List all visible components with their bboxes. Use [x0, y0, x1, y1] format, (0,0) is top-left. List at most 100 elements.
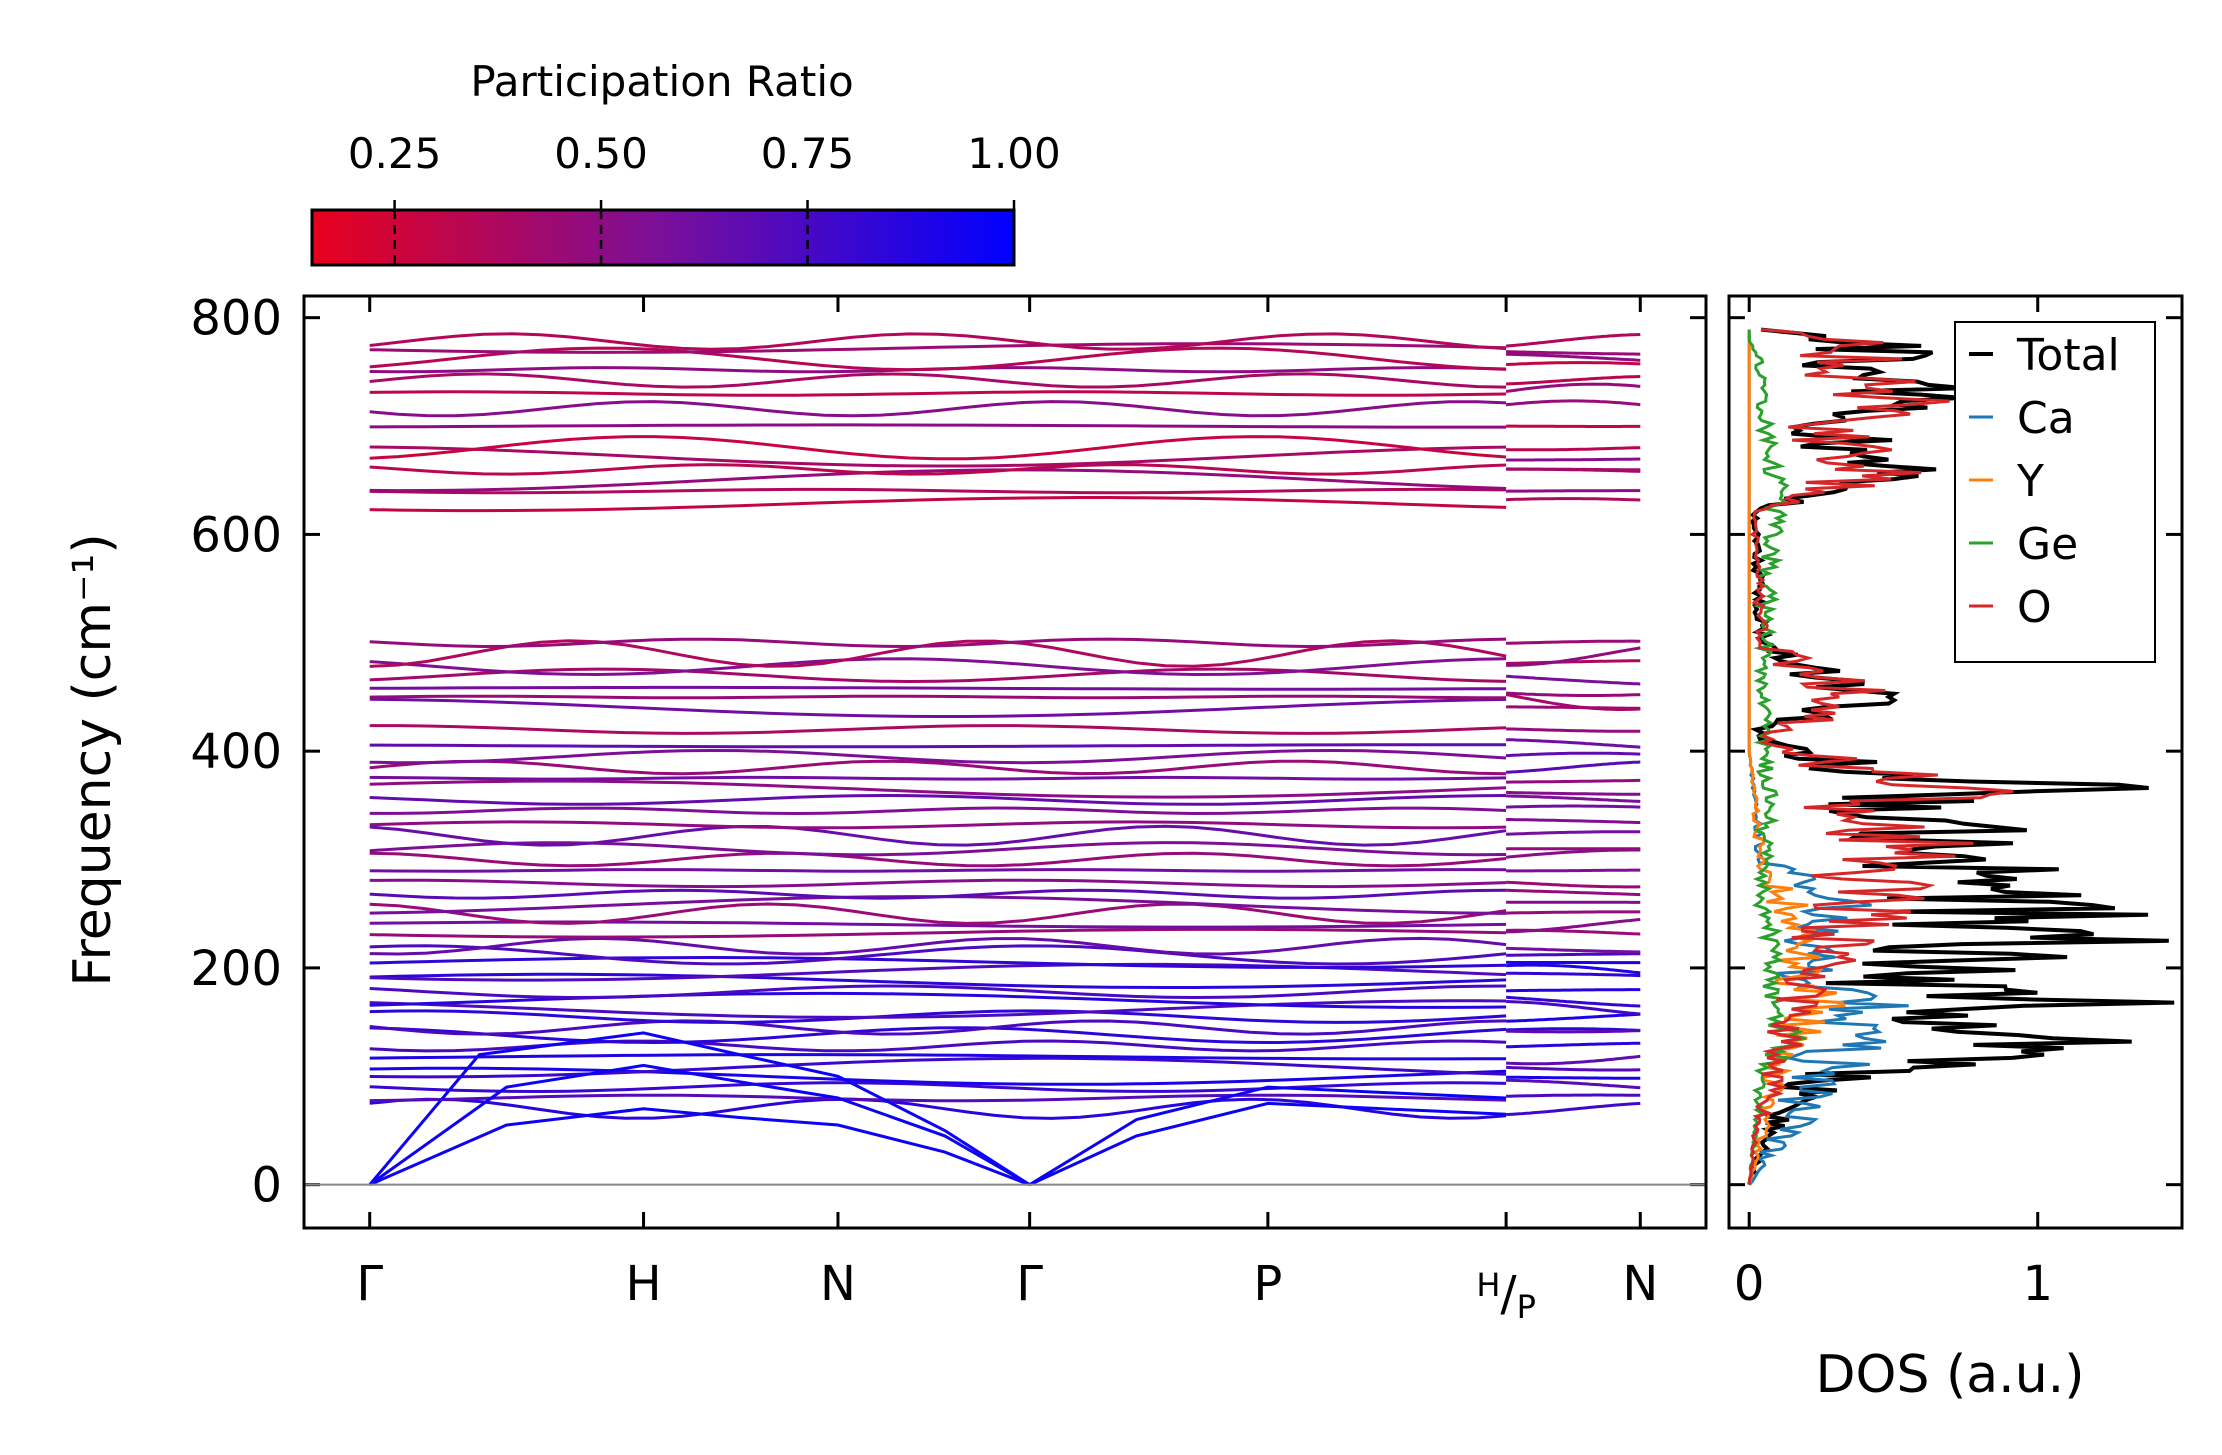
- colorbar-tick-label: 1.00: [967, 129, 1061, 178]
- phonon-band: [369, 487, 1507, 495]
- phonon-band: [369, 468, 1507, 493]
- legend-label-o: O: [2017, 582, 2052, 633]
- phonon-band: [1506, 818, 1641, 824]
- band-structure-panel: 0 200 400 600 800 Γ H N Γ P H/P N Frequency (cm⁻¹): [63, 291, 1708, 1326]
- phonon-band: [1506, 952, 1641, 957]
- phonon-band: [369, 697, 1507, 718]
- colorbar-tick-label: 0.50: [554, 129, 648, 178]
- dos-x-tick-label: 1: [2022, 1256, 2053, 1312]
- phonon-band: [369, 639, 1507, 668]
- legend-label-ge: Ge: [2017, 519, 2078, 570]
- k-label: N: [1622, 1256, 1658, 1312]
- phonon-band: [1505, 693, 1641, 711]
- phonon-band: [1506, 778, 1641, 784]
- phonon-band: [1506, 646, 1641, 667]
- y-tick-label: 800: [190, 291, 282, 347]
- acoustic-branch: [1028, 1085, 1507, 1186]
- phonon-band: [1506, 830, 1641, 836]
- phonon-band: [369, 1066, 1507, 1086]
- phonon-band: [369, 332, 1507, 351]
- phonon-band: [1506, 1054, 1641, 1066]
- phonon-band: [369, 878, 1507, 889]
- phonon-band: [1506, 1078, 1641, 1090]
- phonon-band: [369, 793, 1507, 806]
- phonon-band: [1506, 1075, 1641, 1080]
- y-tick-label: 600: [190, 507, 282, 563]
- phonon-band: [1506, 659, 1641, 665]
- phonon-band: [1506, 1093, 1641, 1098]
- phonon-band: [369, 759, 1507, 776]
- phonon-band: [1506, 918, 1641, 934]
- phonon-band: [369, 496, 1507, 513]
- phonon-band: [369, 868, 1507, 873]
- phonon-band: [369, 372, 1507, 389]
- phonon-band: [1506, 946, 1641, 954]
- dos-lines: [1747, 327, 2175, 1186]
- y-tick-label: 200: [190, 941, 282, 997]
- phonon-band: [369, 435, 1507, 461]
- y-tick-label: 400: [190, 724, 282, 780]
- acoustic-branch: [368, 1031, 1031, 1186]
- phonon-band: [1505, 848, 1641, 859]
- phonon-band: [1506, 1000, 1641, 1016]
- colorbar-tick-label: 0.25: [348, 129, 442, 178]
- colorbar-title: Participation Ratio: [470, 57, 853, 106]
- phonon-band: [369, 888, 1507, 900]
- phonon-band: [369, 927, 1507, 939]
- phonon-band: [369, 743, 1507, 749]
- phonon-band: [1506, 1012, 1641, 1023]
- band-frame: [302, 294, 1708, 1230]
- phonon-band: [1506, 467, 1641, 472]
- phonon-band: [369, 1053, 1507, 1061]
- phonon-band: [1506, 489, 1641, 493]
- phonon-band: [369, 1097, 1507, 1120]
- dos-frame: [1727, 294, 2184, 1230]
- phonon-band: [1506, 971, 1641, 978]
- phonon-band: [1506, 497, 1641, 502]
- phonon-band: [369, 748, 1507, 765]
- phonon-band: [1506, 988, 1641, 993]
- k-label: P: [1253, 1256, 1282, 1312]
- phonon-band: [1506, 888, 1641, 897]
- phonon-band: [1506, 691, 1641, 697]
- phonon-band: [1506, 1029, 1641, 1034]
- y-axis-title: Frequency (cm⁻¹): [63, 533, 123, 986]
- phonon-band: [369, 955, 1507, 969]
- phonon-band: [369, 445, 1507, 468]
- phonon-band: [369, 806, 1507, 816]
- phonon-band: [369, 1093, 1507, 1103]
- phonon-band: [369, 667, 1507, 684]
- phonon-band: [1506, 727, 1641, 733]
- phonon-band: [1506, 963, 1641, 975]
- colorbar-tick-label: 0.75: [761, 129, 855, 178]
- phonon-band: [1506, 1027, 1641, 1032]
- phonon-band: [369, 999, 1507, 1019]
- phonon-band: [1506, 760, 1641, 774]
- phonon-band: [369, 657, 1507, 677]
- phonon-band: [369, 1019, 1507, 1036]
- phonon-band: [369, 1081, 1507, 1094]
- phonon-band: [1506, 995, 1641, 1008]
- acoustic-branch: [368, 1063, 1031, 1187]
- phonon-band: [1506, 790, 1641, 796]
- phonon-band: [1506, 350, 1641, 356]
- phonon-band: [1506, 352, 1641, 362]
- phonon-band: [1506, 910, 1641, 915]
- phonon-band: [369, 1009, 1507, 1024]
- phonon-band: [369, 637, 1507, 649]
- phonon-band: [369, 463, 1507, 476]
- phonon-band: [1506, 794, 1641, 803]
- k-label: H: [626, 1256, 662, 1312]
- legend-label-total: Total: [2016, 330, 2120, 381]
- acoustic-branch: [369, 1107, 1031, 1187]
- dos-legend: Total Ca Y Ge O: [1954, 321, 2156, 663]
- phonon-band: [1506, 1041, 1641, 1049]
- dos-x-axis-title: DOS (a.u.): [1816, 1345, 2085, 1405]
- phonon-band: [1506, 1101, 1641, 1116]
- phonon-band: [1506, 674, 1641, 686]
- phonon-band: [1506, 868, 1641, 873]
- y-tick-label: 0: [251, 1158, 282, 1214]
- phonon-band: [369, 824, 1507, 847]
- phonon-band: [369, 841, 1507, 857]
